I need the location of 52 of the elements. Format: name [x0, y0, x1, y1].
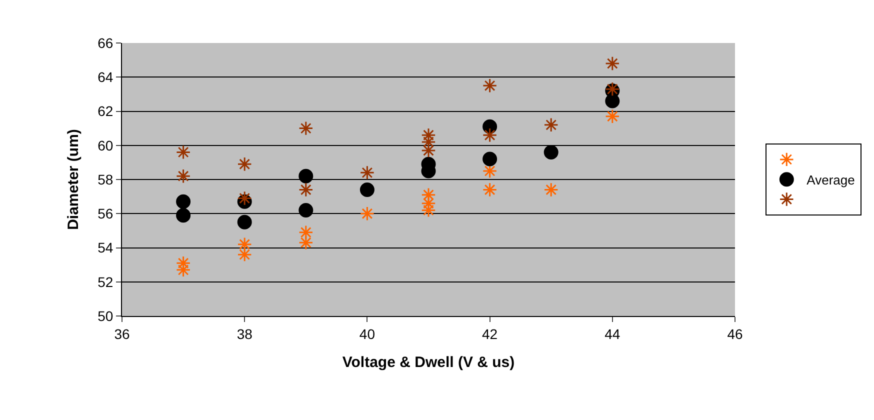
point — [176, 144, 191, 160]
point — [237, 156, 252, 172]
point — [421, 143, 436, 158]
point — [176, 208, 191, 223]
point — [298, 225, 314, 240]
x-tick-label: 40 — [359, 326, 376, 342]
x-tick-label: 46 — [727, 326, 743, 342]
y-tick-label: 64 — [98, 69, 114, 86]
point — [421, 128, 436, 142]
point — [482, 164, 498, 178]
point — [237, 236, 252, 252]
point — [176, 262, 191, 278]
point — [176, 194, 191, 209]
point — [482, 152, 498, 166]
legend-label: Average — [806, 172, 855, 188]
x-tick-label: 38 — [236, 326, 253, 342]
point — [298, 120, 314, 136]
point — [605, 94, 620, 108]
point — [421, 196, 436, 211]
x-tick-label: 44 — [604, 326, 620, 342]
point — [237, 247, 252, 262]
point — [360, 165, 375, 180]
point — [544, 144, 558, 160]
point — [176, 256, 191, 270]
point — [237, 190, 252, 206]
point — [605, 109, 620, 124]
y-tick-label: 52 — [98, 274, 114, 290]
point — [298, 202, 314, 218]
point — [544, 118, 558, 132]
point — [605, 56, 620, 71]
point — [360, 206, 375, 221]
y-tick-label: 62 — [98, 103, 114, 120]
y-tick-label: 50 — [98, 308, 114, 324]
y-tick-label: 66 — [98, 34, 114, 51]
point — [544, 182, 558, 198]
point — [298, 182, 314, 198]
point — [360, 182, 374, 197]
point — [298, 168, 314, 184]
point — [176, 168, 191, 184]
x-axis-title: Voltage & Dwell (V & us) — [342, 354, 515, 371]
y-axis-title: Diameter (um) — [64, 129, 82, 230]
point — [482, 182, 498, 198]
point — [482, 128, 498, 142]
y-tick-label: 60 — [98, 137, 114, 154]
point — [237, 214, 252, 230]
y-tick-label: 56 — [98, 206, 114, 222]
y-tick-label: 58 — [98, 171, 114, 188]
point — [482, 78, 498, 94]
x-tick-label: 36 — [114, 326, 130, 342]
point — [298, 235, 314, 250]
y-tick-label: 54 — [98, 240, 114, 256]
x-tick-label: 42 — [482, 326, 498, 342]
